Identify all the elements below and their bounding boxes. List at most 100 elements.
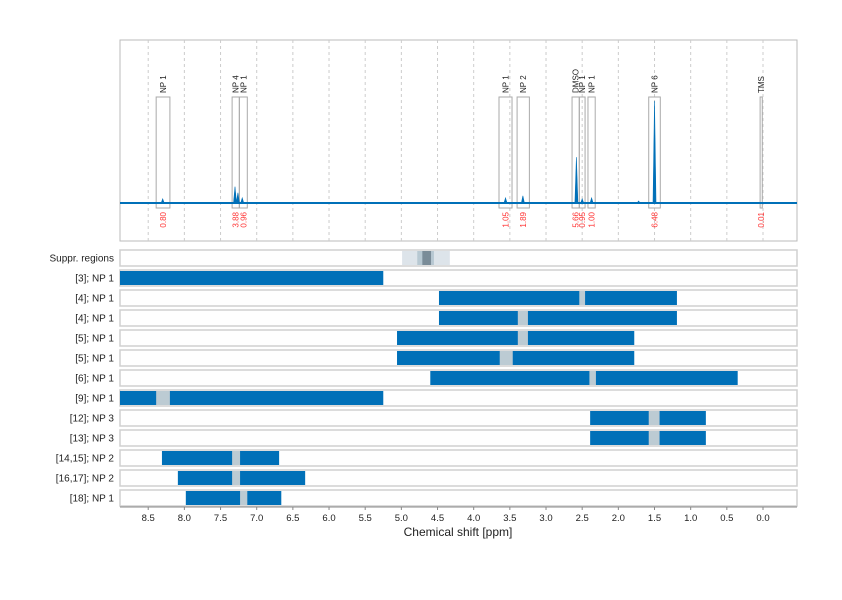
row-frame	[119, 449, 798, 467]
range-bar	[397, 351, 635, 365]
spectrum-peak	[236, 192, 240, 204]
x-tick-label: 7.5	[214, 513, 227, 524]
range-gap	[499, 351, 513, 365]
x-tick-label: 8.5	[142, 513, 155, 524]
row-label: [4]; NP 1	[75, 314, 114, 325]
integral-value: 5.66	[572, 211, 581, 227]
spectrum-peak	[580, 198, 585, 204]
range-gap	[517, 331, 528, 345]
integration-region-box	[648, 96, 661, 209]
spectrum-peak	[574, 157, 579, 204]
row-label: [12]; NP 3	[70, 414, 115, 425]
range-bar	[438, 311, 677, 325]
region-label: NP 6	[651, 75, 660, 93]
x-tick-label: 6.0	[322, 513, 335, 524]
integration-region-box	[498, 96, 513, 209]
x-tick-label: 6.5	[286, 513, 299, 524]
spectrum-peak	[589, 196, 594, 204]
region-label: NP 1	[502, 75, 511, 93]
spectrum-peak	[160, 198, 165, 204]
region-label: NP 1	[159, 75, 168, 93]
integration-region-box	[238, 96, 248, 209]
integral-value: 1.89	[519, 211, 528, 227]
range-bar	[438, 291, 677, 305]
x-tick-label: 7.0	[250, 513, 263, 524]
integration-region-box	[578, 96, 586, 209]
range-bar	[120, 391, 384, 405]
region-label: NP 2	[519, 75, 528, 93]
range-bar	[590, 431, 706, 445]
spectrum-frame	[119, 39, 798, 242]
range-bar	[177, 471, 306, 485]
range-gap	[240, 491, 248, 505]
range-bar	[185, 491, 282, 505]
range-gap	[648, 431, 660, 445]
range-bar	[161, 451, 280, 465]
region-label: NP 1	[588, 75, 597, 93]
integral-value: 0.96	[239, 211, 248, 227]
region-label: NP 1	[578, 75, 587, 93]
range-gap	[156, 391, 170, 405]
row-label: [18]; NP 1	[70, 494, 115, 505]
x-tick-label: 8.0	[178, 513, 191, 524]
x-tick-label: 3.0	[539, 513, 552, 524]
integral-value: 3.88	[232, 211, 241, 227]
row-label: [3]; NP 1	[75, 274, 114, 285]
range-bar	[120, 271, 384, 285]
x-tick-label: 0.5	[720, 513, 733, 524]
x-tick-label: 0.0	[756, 513, 769, 524]
region-label: NP 1	[239, 75, 248, 93]
row-label: [5]; NP 1	[75, 334, 114, 345]
integral-value: 0.95	[578, 211, 587, 227]
row-label: Suppr. regions	[50, 254, 115, 265]
row-label: [13]; NP 3	[70, 434, 115, 445]
region-label: DMSO	[572, 69, 581, 93]
range-bar	[430, 371, 738, 385]
region-label: NP 4	[232, 75, 241, 93]
integral-value: 6.48	[651, 211, 660, 227]
x-tick-label: 2.0	[612, 513, 625, 524]
x-axis: 8.5 8.0 7.5 7.0 6.5 6.0 5.5 5.0 4.5 4.0 3.5 3.0 2.5 2…	[120, 506, 797, 524]
spectrum-peak	[636, 200, 641, 204]
spectrum-peak	[503, 196, 508, 204]
x-axis-label: Chemical shift [ppm]	[404, 525, 513, 539]
integration-region-box	[587, 96, 596, 209]
integration-region-box	[759, 96, 763, 209]
x-tick-label: 4.5	[431, 513, 444, 524]
range-gap	[232, 451, 241, 465]
suppressed-region	[422, 251, 432, 265]
range-gap	[579, 291, 586, 305]
row-label: [9]; NP 1	[75, 394, 114, 405]
x-tick-label: 5.0	[395, 513, 408, 524]
spectrum-peak	[240, 196, 245, 204]
x-tick-label: 1.5	[648, 513, 661, 524]
range-bar	[590, 411, 706, 425]
x-tick-label: 1.0	[684, 513, 697, 524]
range-gap	[232, 471, 241, 485]
x-tick-label: 4.0	[467, 513, 480, 524]
integral-value: 1.00	[588, 211, 597, 227]
range-gap	[517, 311, 528, 325]
row-frame	[119, 489, 798, 507]
x-tick-label: 3.5	[503, 513, 516, 524]
integration-region-box	[516, 96, 530, 209]
range-gap	[589, 371, 596, 385]
integral-value: 0.01	[757, 211, 766, 227]
spectrum-peak	[652, 100, 657, 204]
row-label: [16,17]; NP 2	[56, 474, 115, 485]
integration-region-box	[155, 96, 171, 209]
range-bar	[397, 331, 635, 345]
spectrum-peak	[521, 195, 525, 204]
row-label: [14,15]; NP 2	[56, 454, 115, 465]
region-label: TMS	[757, 76, 766, 93]
integral-value: 1.05	[502, 211, 511, 227]
spectrum-peak	[233, 186, 237, 204]
x-tick-label: 2.5	[576, 513, 589, 524]
row-label: [6]; NP 1	[75, 374, 114, 385]
integral-value: 0.80	[159, 211, 168, 227]
range-gap	[648, 411, 660, 425]
row-label: [5]; NP 1	[75, 354, 114, 365]
spectrum-panel: NP 1 0.80 NP 4 3.88 NP 1 0.96 NP 1 1.05 NP 2 1.89…	[119, 39, 798, 242]
range-rows: Suppr. regions [3]; NP 1 [4]; NP 1 [4]; NP …	[50, 249, 798, 507]
